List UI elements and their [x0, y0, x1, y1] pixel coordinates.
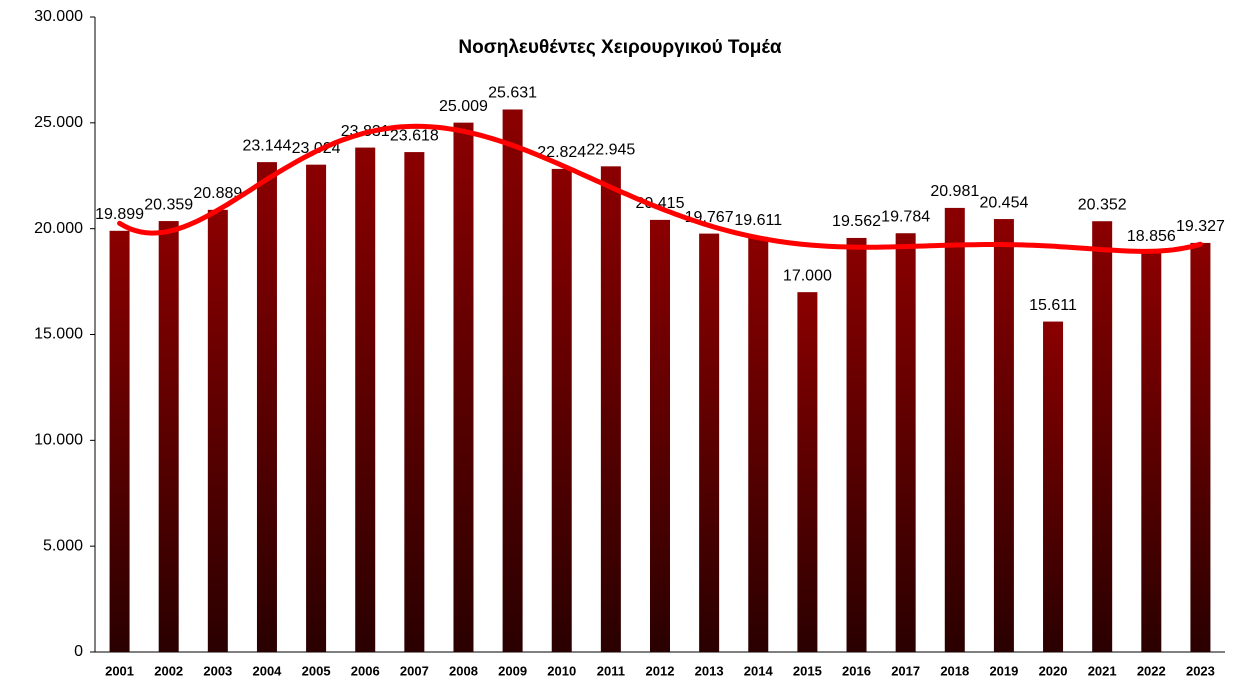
x-tick-label: 2012	[646, 663, 675, 678]
x-tick-label: 2009	[498, 663, 527, 678]
data-label: 19.611	[734, 212, 782, 229]
bar	[551, 168, 572, 652]
bar	[404, 152, 425, 652]
y-tick-label: 30.000	[34, 8, 83, 25]
data-label: 25.631	[488, 85, 537, 102]
bar	[1092, 221, 1113, 652]
bar	[1141, 252, 1162, 652]
bar	[109, 230, 130, 652]
x-tick-label: 2017	[891, 663, 920, 678]
bar	[600, 166, 621, 653]
y-tick-label: 10.000	[34, 432, 83, 449]
bar	[699, 233, 720, 652]
data-label: 19.562	[832, 213, 881, 230]
bar	[650, 219, 670, 652]
data-label: 19.327	[1176, 218, 1225, 235]
x-tick-label: 2005	[302, 663, 331, 678]
bar	[748, 236, 769, 652]
bar	[1190, 242, 1211, 652]
bar	[207, 209, 228, 653]
x-tick-label: 2015	[793, 663, 822, 678]
bar	[944, 207, 965, 652]
y-tick-label: 0	[74, 643, 83, 660]
bar	[502, 109, 523, 652]
y-tick-label: 25.000	[34, 114, 83, 131]
bar	[797, 292, 818, 652]
trendline	[117, 123, 1203, 254]
x-tick-label: 2003	[203, 663, 232, 678]
x-tick-label: 2022	[1137, 663, 1166, 678]
data-label: 18.856	[1127, 228, 1176, 245]
data-label: 20.415	[636, 195, 685, 212]
data-label: 19.784	[881, 208, 930, 225]
bar	[993, 219, 1014, 652]
bar	[256, 162, 277, 653]
x-tick-label: 2023	[1186, 663, 1215, 678]
x-tick-label: 2007	[400, 663, 429, 678]
y-tick-label: 20.000	[34, 220, 83, 237]
bar	[355, 147, 376, 653]
x-tick-label: 2021	[1088, 663, 1117, 678]
data-label: 20.454	[979, 194, 1028, 211]
x-tick-label: 2013	[695, 663, 724, 678]
x-tick-label: 2006	[351, 663, 380, 678]
bar	[846, 237, 867, 652]
x-tick-label: 2002	[154, 663, 183, 678]
data-label: 23.144	[242, 137, 291, 154]
x-tick-label: 2008	[449, 663, 478, 678]
x-tick-label: 2016	[842, 663, 871, 678]
bar	[1043, 321, 1064, 652]
bar	[158, 221, 179, 652]
x-tick-label: 2019	[989, 663, 1018, 678]
data-label: 20.889	[193, 185, 242, 202]
data-label: 15.611	[1029, 297, 1077, 314]
data-label: 19.899	[95, 206, 144, 223]
x-tick-label: 2014	[744, 663, 774, 678]
data-label: 25.009	[439, 98, 488, 115]
y-tick-label: 15.000	[34, 326, 83, 343]
data-label: 22.824	[537, 144, 586, 161]
data-label: 22.945	[586, 142, 635, 159]
x-tick-label: 2018	[940, 663, 969, 678]
bar	[453, 122, 474, 653]
data-label: 20.981	[930, 183, 979, 200]
x-tick-label: 2011	[597, 663, 625, 678]
data-label: 17.000	[783, 267, 832, 284]
x-tick-label: 2001	[105, 663, 134, 678]
data-label: 20.359	[144, 196, 193, 213]
y-tick-label: 5.000	[43, 537, 83, 554]
data-label: 20.352	[1078, 196, 1127, 213]
x-tick-label: 2010	[547, 663, 576, 678]
chart-title: Νοσηλευθέντες Χειρουργικού Τομέα	[458, 37, 782, 58]
bar	[895, 233, 916, 653]
x-tick-label: 2004	[252, 663, 282, 678]
data-label: 23.618	[390, 127, 439, 144]
bar	[306, 164, 327, 652]
x-tick-label: 2020	[1039, 663, 1068, 678]
